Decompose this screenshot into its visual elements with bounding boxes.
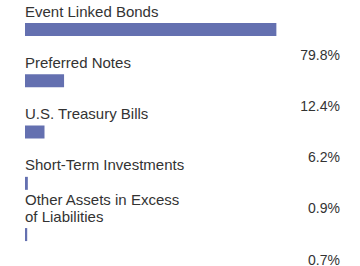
svg-text:Preferred Notes: Preferred Notes — [25, 54, 131, 71]
svg-text:Other Assets in Excess: Other Assets in Excess — [25, 191, 179, 208]
svg-text:of Liabilities: of Liabilities — [25, 208, 103, 225]
svg-text:U.S. Treasury Bills: U.S. Treasury Bills — [25, 105, 148, 122]
svg-text:Event Linked Bonds: Event Linked Bonds — [25, 3, 158, 20]
svg-text:Short-Term Investments: Short-Term Investments — [25, 156, 184, 173]
svg-text:6.2%: 6.2% — [308, 149, 340, 165]
svg-text:0.7%: 0.7% — [308, 252, 340, 266]
svg-text:12.4%: 12.4% — [300, 98, 340, 114]
svg-text:79.8%: 79.8% — [300, 47, 340, 63]
svg-text:0.9%: 0.9% — [308, 200, 340, 216]
